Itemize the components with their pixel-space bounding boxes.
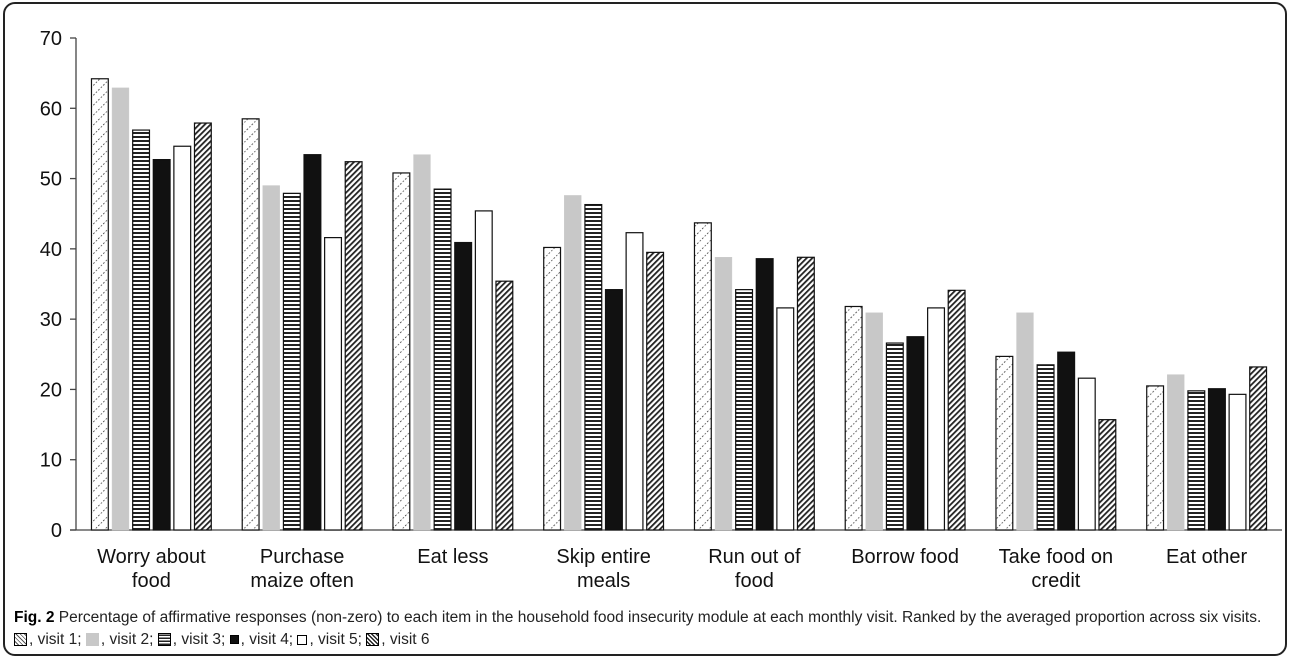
figure-caption: Fig. 2 Percentage of affirmative respons… (14, 607, 1276, 651)
bar-visit-3 (1036, 364, 1055, 531)
bar-visit-5 (776, 307, 795, 531)
bar-visit-6 (495, 280, 514, 531)
bar-visit-4 (906, 336, 925, 531)
chart-bars (90, 78, 1268, 531)
bar-visit-5 (1077, 377, 1096, 531)
bar-visit-3 (735, 289, 754, 531)
bar-visit-2 (564, 195, 582, 531)
legend-swatch-visit-5 (297, 635, 308, 645)
y-tick-label: 30 (40, 309, 62, 331)
y-tick-label: 20 (40, 379, 62, 401)
bar-visit-4 (1207, 388, 1226, 531)
bar-visit-2 (865, 312, 883, 531)
bar-visit-3 (132, 129, 151, 531)
caption-text: Percentage of affirmative responses (non… (54, 609, 1262, 626)
chart-labels: 0 10 20 30 40 50 60 70 Worry about food Purchase ma… (40, 28, 1248, 592)
x-category-label: Worry about food (97, 546, 206, 592)
x-category-label: Purchase maize often (250, 546, 353, 592)
x-category-label: Take food on credit (999, 546, 1114, 592)
x-category-label: Run out of food (708, 546, 801, 592)
bar-visit-6 (947, 289, 966, 531)
y-tick-label: 10 (40, 450, 62, 472)
x-category-label: Eat less (417, 546, 488, 568)
bar-visit-6 (646, 251, 665, 531)
y-tick-label: 40 (40, 239, 62, 261)
legend-text-visit-3: , visit 3; (172, 631, 230, 648)
bar-visit-2 (262, 185, 280, 531)
bar-visit-3 (1187, 390, 1206, 531)
bar-visit-6 (796, 256, 815, 531)
legend-swatch-visit-6 (366, 633, 380, 646)
y-tick-label: 60 (40, 98, 62, 120)
y-tick-label: 50 (40, 169, 62, 191)
bar-visit-6 (1098, 419, 1117, 531)
bar-visit-2 (1016, 312, 1034, 531)
bar-visit-1 (693, 222, 712, 531)
bar-visit-3 (584, 203, 603, 531)
legend-swatch-visit-2 (85, 633, 99, 646)
bar-visit-2 (714, 257, 733, 531)
figure-frame (3, 2, 1287, 656)
legend-text-visit-5: , visit 5; (309, 631, 367, 648)
bar-visit-5 (625, 232, 644, 531)
legend-text-visit-4: , visit 4; (240, 631, 298, 648)
bar-visit-1 (90, 78, 109, 531)
x-category-label: Skip entire meals (556, 546, 651, 592)
bar-visit-5 (173, 145, 192, 531)
bar-visit-5 (324, 237, 343, 531)
bar-visit-1 (844, 305, 863, 531)
bar-visit-4 (604, 289, 623, 531)
legend-swatch-visit-3 (157, 633, 171, 646)
bar-visit-2 (111, 87, 130, 531)
bar-visit-4 (755, 258, 774, 531)
bar-visit-6 (344, 161, 363, 531)
bar-visit-1 (392, 172, 411, 531)
bar-visit-1 (543, 246, 562, 531)
bar-visit-4 (454, 241, 473, 531)
x-category-label: Eat other (1166, 546, 1248, 568)
legend-text-visit-2: , visit 2; (100, 631, 158, 648)
bar-visit-4 (303, 154, 322, 531)
bar-visit-1 (1146, 385, 1165, 531)
legend-text-visit-6: , visit 6 (381, 631, 430, 648)
y-tick-label: 70 (40, 28, 62, 50)
bar-chart: 0 10 20 30 40 50 60 70 Worry about food Purchase ma… (40, 28, 1282, 592)
legend-swatch-visit-4 (229, 635, 239, 644)
legend-text-visit-1: , visit 1; (29, 631, 86, 648)
bar-visit-5 (1228, 393, 1247, 531)
bar-visit-5 (474, 210, 493, 531)
bar-visit-4 (1057, 351, 1076, 531)
bar-visit-4 (152, 158, 171, 531)
bar-visit-3 (433, 188, 452, 531)
caption-figure-label: Fig. 2 (14, 609, 55, 626)
bar-visit-6 (1249, 366, 1268, 531)
bar-visit-3 (885, 342, 904, 531)
legend-swatch-visit-1 (14, 633, 27, 646)
x-category-label: Borrow food (851, 546, 959, 568)
y-tick-label: 0 (51, 520, 62, 542)
bar-visit-2 (413, 154, 431, 531)
bar-visit-2 (1167, 374, 1185, 531)
bar-visit-3 (282, 192, 301, 531)
bar-visit-1 (995, 355, 1014, 531)
bar-visit-6 (193, 122, 212, 531)
bar-visit-5 (927, 307, 946, 531)
bar-visit-1 (241, 118, 260, 531)
